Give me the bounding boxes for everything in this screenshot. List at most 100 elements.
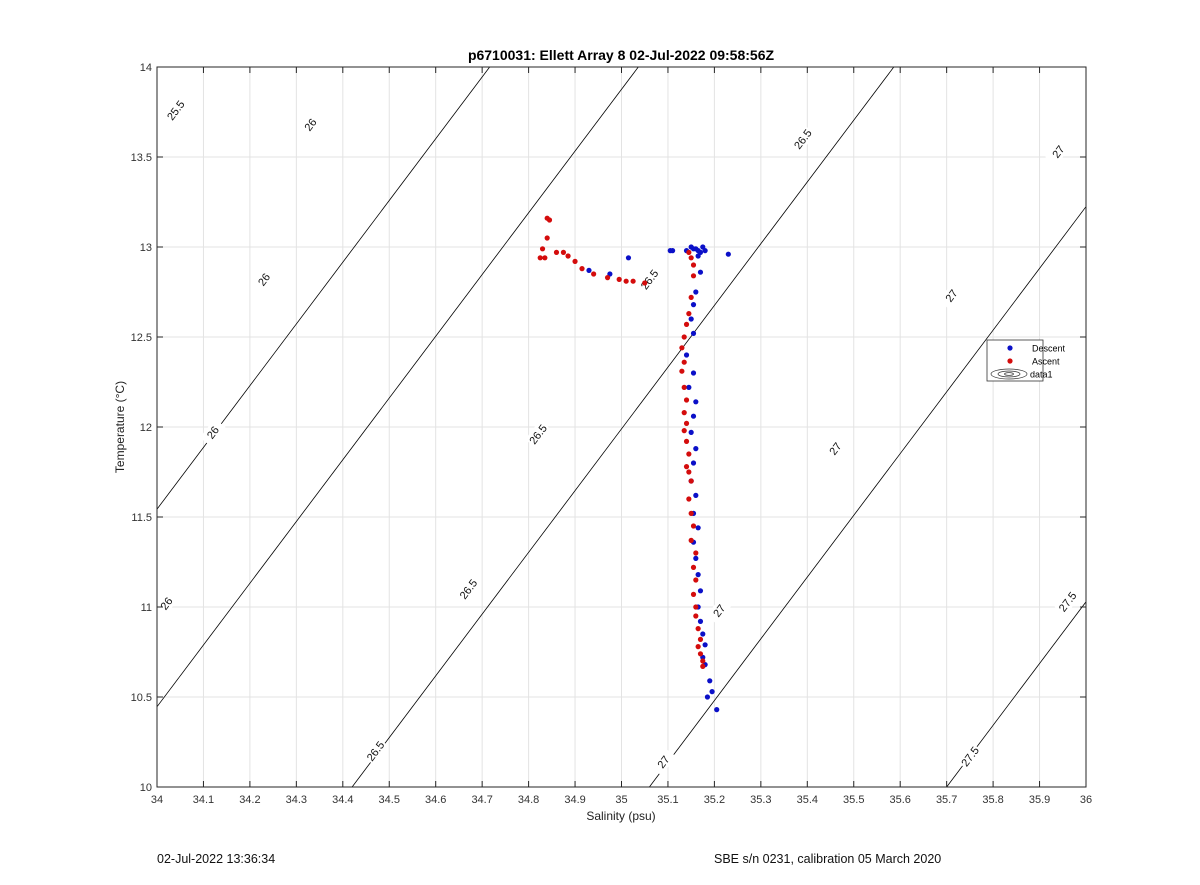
descent-point xyxy=(704,694,711,700)
descent-point xyxy=(707,678,713,684)
contour-label-background xyxy=(251,265,277,294)
legend-label-ascent: Ascent xyxy=(1032,357,1060,367)
descent-point xyxy=(625,255,632,261)
ascent-point xyxy=(695,644,701,650)
x-tick-label: 34.8 xyxy=(518,794,539,806)
y-tick-label: 12 xyxy=(140,422,152,434)
descent-point xyxy=(695,572,701,578)
descent-point xyxy=(693,446,699,452)
x-tick-label: 35.5 xyxy=(843,794,864,806)
contour-label-background xyxy=(199,418,226,447)
ascent-point xyxy=(565,253,571,259)
density-contour-labels: 25.52626262626.526.526.526.526.527272727… xyxy=(153,96,1081,776)
contour-label-background xyxy=(297,110,324,139)
ascent-point xyxy=(693,577,699,583)
contour-label-background xyxy=(938,281,965,310)
x-tick-label: 34.1 xyxy=(193,794,214,806)
ascent-point xyxy=(681,428,687,434)
ascent-point xyxy=(681,359,687,365)
x-tick-label: 35 xyxy=(615,794,627,806)
legend[interactable]: Descent Ascent data1 xyxy=(986,339,1066,382)
descent-point xyxy=(702,642,708,648)
ascent-point xyxy=(697,636,704,643)
descent-point xyxy=(697,269,704,275)
ascent-point xyxy=(623,278,629,284)
ascent-point xyxy=(542,255,548,261)
x-tick-label: 35.2 xyxy=(704,794,725,806)
legend-label-descent: Descent xyxy=(1032,344,1066,354)
descent-point xyxy=(688,429,694,435)
descent-point xyxy=(693,555,699,562)
ascent-point xyxy=(688,294,694,300)
series-ascent xyxy=(537,215,706,670)
y-axis-label: Temperature (°C) xyxy=(113,381,127,473)
contour-label-background xyxy=(525,420,551,448)
ascent-point xyxy=(686,451,692,457)
density-contour-line xyxy=(351,67,895,787)
contour-label-background xyxy=(1045,137,1071,166)
ascent-point xyxy=(700,663,706,670)
profile-data-points xyxy=(537,215,731,713)
descent-point xyxy=(690,413,697,419)
ascent-point xyxy=(695,626,701,632)
ascent-point xyxy=(686,249,692,255)
ascent-point xyxy=(686,496,692,502)
descent-point xyxy=(688,316,694,322)
ascent-point xyxy=(679,368,685,374)
ascent-point xyxy=(690,262,697,268)
ascent-point xyxy=(686,469,692,475)
descent-point xyxy=(683,352,690,358)
descent-point xyxy=(586,267,592,273)
x-tick-label: 34.7 xyxy=(471,794,492,806)
ascent-point xyxy=(604,275,611,281)
ascent-point xyxy=(681,334,687,340)
density-contour-line xyxy=(946,601,1086,787)
ascent-point xyxy=(539,246,546,252)
contour-label: 27 xyxy=(656,754,673,771)
ascent-point xyxy=(572,258,578,264)
y-tick-label: 11 xyxy=(141,602,152,614)
ascent-point xyxy=(690,523,697,529)
descent-point xyxy=(709,689,715,695)
contour-label-background xyxy=(162,96,189,124)
sensor-calibration-info: SBE s/n 0231, calibration 05 March 2020 xyxy=(714,852,942,866)
descent-point xyxy=(690,370,697,376)
contour-label: 26 xyxy=(303,117,320,134)
ascent-point xyxy=(688,537,694,544)
ascent-point xyxy=(688,510,694,516)
contour-label-background xyxy=(455,575,482,603)
ascent-point xyxy=(693,613,699,619)
legend-marker-descent xyxy=(1007,345,1013,351)
descent-point xyxy=(697,588,704,594)
contour-label-background xyxy=(362,737,389,765)
ascent-point xyxy=(630,278,636,284)
contour-label-background xyxy=(706,596,732,625)
ascent-point xyxy=(544,235,550,241)
descent-point xyxy=(693,492,699,498)
descent-point xyxy=(702,248,708,254)
ascent-point xyxy=(693,604,699,610)
plot-timestamp: 02-Jul-2022 13:36:34 xyxy=(157,852,276,866)
ascent-point xyxy=(688,255,694,261)
ascent-point xyxy=(681,384,687,390)
descent-point xyxy=(700,631,706,637)
legend-label-data1: data1 xyxy=(1030,370,1053,380)
descent-point xyxy=(725,251,731,257)
descent-point xyxy=(693,289,699,295)
ascent-point xyxy=(700,658,706,664)
grid-lines xyxy=(157,67,1086,787)
ascent-point xyxy=(690,564,697,571)
ascent-point xyxy=(537,255,543,261)
contour-label: 27 xyxy=(827,441,844,458)
ascent-point xyxy=(591,271,597,277)
x-tick-label: 35.6 xyxy=(889,794,910,806)
ascent-point xyxy=(683,420,690,426)
ascent-point xyxy=(681,410,687,416)
x-axis-label: Salinity (psu) xyxy=(586,809,655,823)
y-tick-label: 14 xyxy=(140,62,152,74)
ascent-point xyxy=(616,276,622,282)
ascent-point xyxy=(688,478,694,484)
x-tick-label: 34 xyxy=(151,794,163,806)
descent-point xyxy=(695,525,701,531)
